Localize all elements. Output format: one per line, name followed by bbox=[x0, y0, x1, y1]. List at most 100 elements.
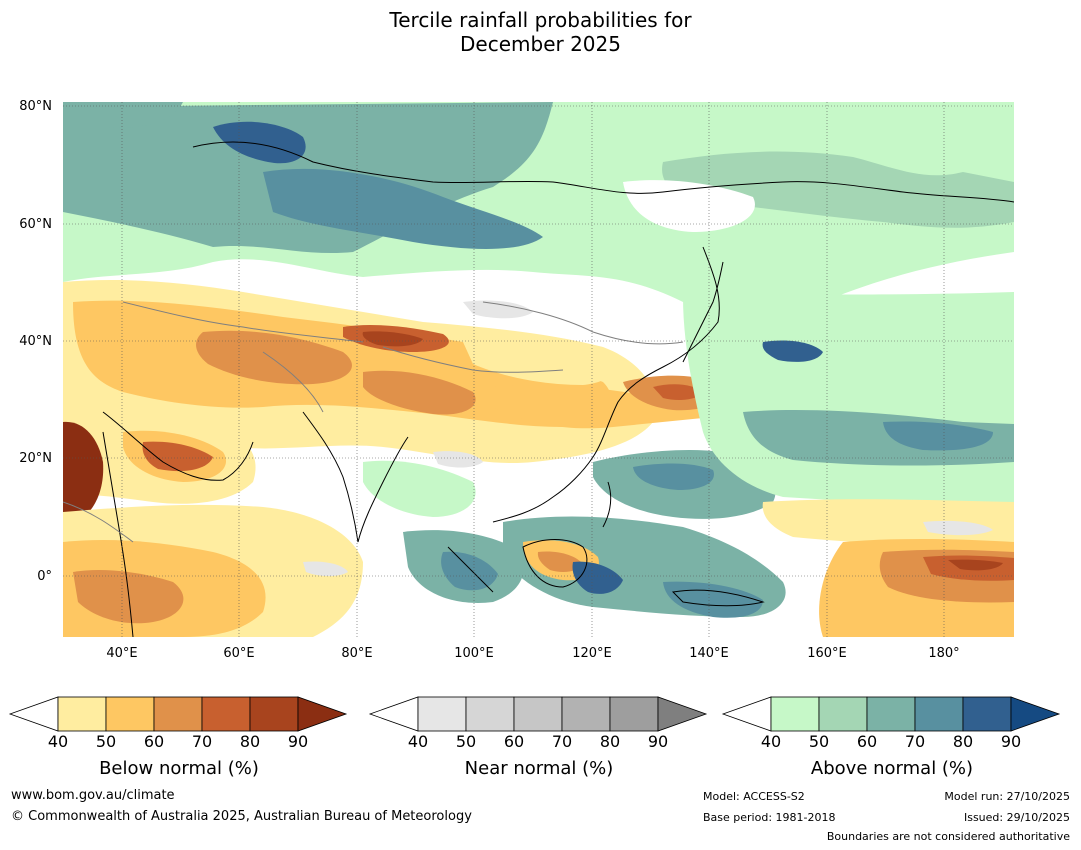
lon-label-80e: 80°E bbox=[341, 646, 373, 661]
region-far-north-teal bbox=[63, 102, 183, 132]
tick-label: 40 bbox=[760, 732, 782, 751]
tick-label: 90 bbox=[287, 732, 309, 751]
region-grey-4 bbox=[303, 561, 348, 577]
colorbar-min-triangle bbox=[721, 696, 772, 732]
lat-label-0: 0° bbox=[37, 569, 52, 584]
region-arabia-rust bbox=[142, 441, 213, 472]
region-china-yellow bbox=[463, 340, 614, 385]
tick-label: 80 bbox=[952, 732, 974, 751]
colorbar-segment bbox=[201, 696, 251, 732]
copyright-text: © Commonwealth of Australia 2025, Austra… bbox=[11, 809, 472, 824]
coast-new-guinea bbox=[671, 589, 765, 607]
coast-japan bbox=[682, 261, 724, 363]
region-kazakh-brown bbox=[362, 331, 423, 347]
borders bbox=[63, 301, 684, 543]
colorbar-max-triangle bbox=[297, 696, 348, 732]
issued-text: Issued: 29/10/2025 bbox=[963, 811, 1070, 824]
coast-borneo bbox=[522, 539, 588, 588]
region-philippines-teal4 bbox=[633, 463, 714, 490]
colorbar-max-triangle bbox=[657, 696, 708, 732]
tick-label: 40 bbox=[47, 732, 69, 751]
region-japan-rust bbox=[653, 384, 703, 400]
lon-label-60e: 60°E bbox=[223, 646, 255, 661]
tick-label: 60 bbox=[856, 732, 878, 751]
colorbar-below-ticks: 40 50 60 70 80 90 bbox=[10, 732, 348, 752]
region-borneo-orange3 bbox=[537, 551, 583, 572]
disclaimer-text: Boundaries are not considered authoritat… bbox=[826, 830, 1070, 843]
model-run-text: Model run: 27/10/2025 bbox=[944, 790, 1070, 803]
colorbar-below-svg bbox=[8, 696, 348, 732]
coastlines bbox=[102, 141, 1014, 637]
model-text: Model: ACCESS-S2 bbox=[703, 790, 805, 803]
tick-label: 80 bbox=[239, 732, 261, 751]
colorbar-segment bbox=[770, 696, 820, 732]
title-line-2: December 2025 bbox=[460, 32, 621, 56]
tick-label: 70 bbox=[904, 732, 926, 751]
colorbar-segment bbox=[417, 696, 467, 732]
region-pacific-yellow bbox=[762, 499, 1014, 545]
tick-label: 50 bbox=[455, 732, 477, 751]
colorbar-segment bbox=[914, 696, 964, 732]
lon-label-120e: 120°E bbox=[572, 646, 612, 661]
colorbar-below-normal bbox=[8, 696, 348, 732]
colorbar-segment bbox=[57, 696, 107, 732]
colorbar-segment bbox=[513, 696, 563, 732]
border-4 bbox=[482, 301, 684, 345]
region-east-africa-orange3 bbox=[73, 570, 184, 624]
lat-label-80n: 80°N bbox=[19, 99, 52, 114]
region-siberia-teal4 bbox=[263, 168, 543, 249]
region-sumatra-teal4 bbox=[441, 551, 498, 591]
region-tibet-orange3 bbox=[363, 370, 476, 415]
tick-label: 90 bbox=[647, 732, 669, 751]
tick-label: 90 bbox=[1000, 732, 1022, 751]
title-line-1: Tercile rainfall probabilities for bbox=[389, 8, 692, 32]
colorbar-near-normal bbox=[368, 696, 708, 732]
tick-label: 40 bbox=[407, 732, 429, 751]
lon-label-100e: 100°E bbox=[454, 646, 494, 661]
lon-label-40e: 40°E bbox=[106, 646, 138, 661]
region-arctic-east bbox=[662, 151, 1014, 228]
border-1 bbox=[122, 301, 364, 343]
colorbar-near-title: Near normal (%) bbox=[464, 758, 614, 779]
lon-label-180: 180° bbox=[928, 646, 960, 661]
region-iran-orange3 bbox=[196, 330, 352, 385]
region-grey-3 bbox=[923, 520, 993, 536]
colorbar-segment bbox=[866, 696, 916, 732]
colorbar-above-title: Above normal (%) bbox=[810, 758, 974, 779]
website-link[interactable]: www.bom.gov.au/climate bbox=[11, 788, 175, 803]
colorbar-above-ticks: 40 50 60 70 80 90 bbox=[723, 732, 1061, 752]
border-3 bbox=[382, 346, 564, 373]
region-africa-brown bbox=[63, 421, 104, 527]
colorbar-segment bbox=[153, 696, 203, 732]
region-bay-green bbox=[363, 460, 476, 517]
region-pacific-brown bbox=[948, 559, 1003, 571]
tick-label: 70 bbox=[191, 732, 213, 751]
colorbar-segment bbox=[465, 696, 515, 732]
colorbar-min-triangle bbox=[8, 696, 59, 732]
coast-arctic bbox=[192, 141, 1014, 203]
colorbar-near-svg bbox=[368, 696, 708, 732]
graticule bbox=[63, 102, 1014, 637]
colorbar-segment bbox=[249, 696, 299, 732]
lat-label-20n: 20°N bbox=[19, 451, 52, 466]
tick-label: 70 bbox=[551, 732, 573, 751]
colorbar-min-triangle bbox=[368, 696, 419, 732]
chart-title: Tercile rainfall probabilities for Decem… bbox=[0, 8, 1081, 56]
colorbar-segment bbox=[818, 696, 868, 732]
coast-east-asia bbox=[492, 246, 720, 523]
region-pacific-east-teal4 bbox=[883, 421, 993, 451]
coast-sumatra bbox=[447, 546, 494, 593]
region-scandinavia-blue bbox=[213, 121, 306, 164]
tick-label: 50 bbox=[808, 732, 830, 751]
tick-label: 60 bbox=[143, 732, 165, 751]
tick-label: 60 bbox=[503, 732, 525, 751]
colorbar-segment bbox=[609, 696, 659, 732]
coast-india bbox=[302, 411, 409, 543]
region-grey-2 bbox=[433, 451, 483, 468]
colorbar-segment bbox=[561, 696, 611, 732]
tick-label: 80 bbox=[599, 732, 621, 751]
coast-africa bbox=[102, 431, 134, 637]
border-5 bbox=[63, 501, 134, 543]
base-period-text: Base period: 1981-2018 bbox=[703, 811, 836, 824]
tick-label: 50 bbox=[95, 732, 117, 751]
